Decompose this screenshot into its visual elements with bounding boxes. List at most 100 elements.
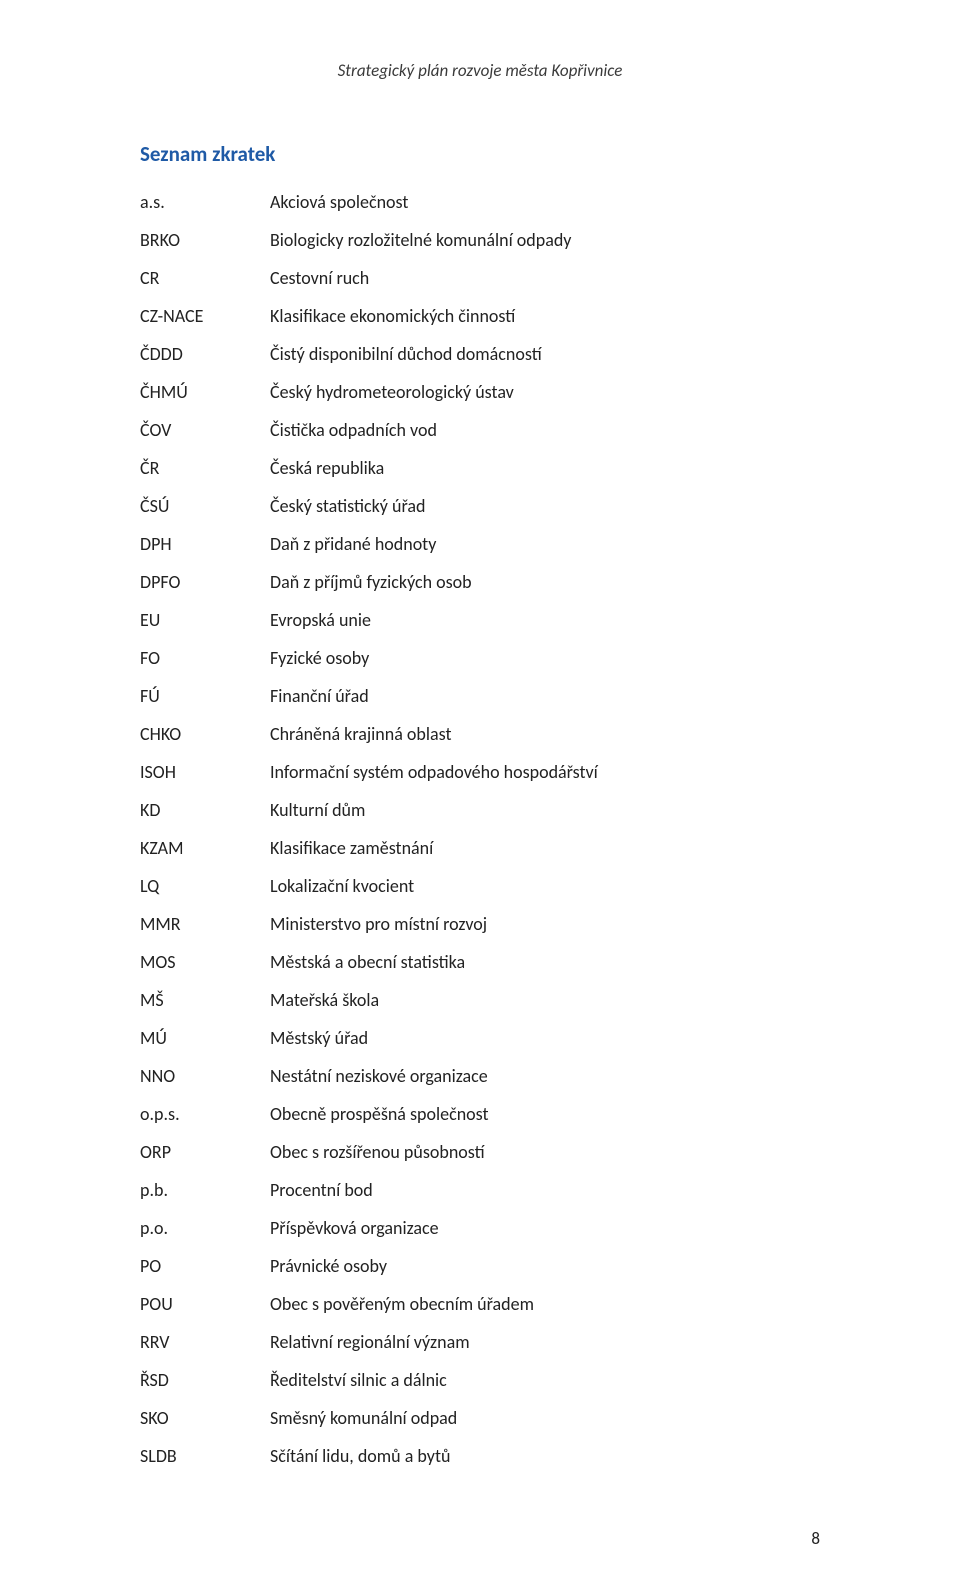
abbreviation-row: ČSÚČeský statistický úřad bbox=[140, 495, 820, 517]
abbreviation-value: Obecně prospěšná společnost bbox=[270, 1103, 820, 1125]
abbreviation-row: RRVRelativní regionální význam bbox=[140, 1331, 820, 1353]
abbreviation-key: PO bbox=[140, 1255, 270, 1277]
abbreviation-key: RRV bbox=[140, 1331, 270, 1353]
abbreviation-key: BRKO bbox=[140, 229, 270, 251]
abbreviation-row: SLDBSčítání lidu, domů a bytů bbox=[140, 1445, 820, 1467]
abbreviation-row: ČRČeská republika bbox=[140, 457, 820, 479]
abbreviation-row: ČDDDČistý disponibilní důchod domácností bbox=[140, 343, 820, 365]
abbreviation-value: Kulturní dům bbox=[270, 799, 820, 821]
abbreviation-key: KZAM bbox=[140, 837, 270, 859]
abbreviation-key: DPFO bbox=[140, 571, 270, 593]
abbreviation-value: Obec s rozšířenou působností bbox=[270, 1141, 820, 1163]
abbreviation-row: CRCestovní ruch bbox=[140, 267, 820, 289]
section-title: Seznam zkratek bbox=[140, 141, 820, 167]
abbreviation-value: Daň z příjmů fyzických osob bbox=[270, 571, 820, 593]
abbreviation-key: ČDDD bbox=[140, 343, 270, 365]
abbreviation-key: ISOH bbox=[140, 761, 270, 783]
abbreviation-value: Ministerstvo pro místní rozvoj bbox=[270, 913, 820, 935]
abbreviation-key: a.s. bbox=[140, 191, 270, 213]
abbreviation-key: ČR bbox=[140, 457, 270, 479]
abbreviations-list: a.s.Akciová společnostBRKOBiologicky roz… bbox=[140, 191, 820, 1483]
abbreviation-key: MMR bbox=[140, 913, 270, 935]
abbreviation-value: Městský úřad bbox=[270, 1027, 820, 1049]
abbreviation-value: Český hydrometeorologický ústav bbox=[270, 381, 820, 403]
abbreviation-key: MÚ bbox=[140, 1027, 270, 1049]
abbreviation-key: ČHMÚ bbox=[140, 381, 270, 403]
abbreviation-key: ČOV bbox=[140, 419, 270, 441]
abbreviation-row: SKOSměsný komunální odpad bbox=[140, 1407, 820, 1429]
abbreviation-value: Relativní regionální význam bbox=[270, 1331, 820, 1353]
abbreviation-row: LQLokalizační kvocient bbox=[140, 875, 820, 897]
abbreviation-row: o.p.s.Obecně prospěšná společnost bbox=[140, 1103, 820, 1125]
abbreviation-key: EU bbox=[140, 609, 270, 631]
abbreviation-row: BRKOBiologicky rozložitelné komunální od… bbox=[140, 229, 820, 251]
abbreviation-key: SLDB bbox=[140, 1445, 270, 1467]
abbreviation-key: FÚ bbox=[140, 685, 270, 707]
abbreviation-key: ŘSD bbox=[140, 1369, 270, 1391]
abbreviation-row: ORPObec s rozšířenou působností bbox=[140, 1141, 820, 1163]
abbreviation-key: KD bbox=[140, 799, 270, 821]
abbreviation-row: KZAMKlasifikace zaměstnání bbox=[140, 837, 820, 859]
abbreviation-value: Klasifikace zaměstnání bbox=[270, 837, 820, 859]
abbreviation-value: Čistička odpadních vod bbox=[270, 419, 820, 441]
abbreviation-value: Chráněná krajinná oblast bbox=[270, 723, 820, 745]
abbreviation-key: MOS bbox=[140, 951, 270, 973]
abbreviation-row: ČHMÚČeský hydrometeorologický ústav bbox=[140, 381, 820, 403]
abbreviation-value: Finanční úřad bbox=[270, 685, 820, 707]
abbreviation-row: ŘSDŘeditelství silnic a dálnic bbox=[140, 1369, 820, 1391]
abbreviation-value: Mateřská škola bbox=[270, 989, 820, 1011]
abbreviation-value: Cestovní ruch bbox=[270, 267, 820, 289]
abbreviation-value: Fyzické osoby bbox=[270, 647, 820, 669]
abbreviation-row: MÚMěstský úřad bbox=[140, 1027, 820, 1049]
abbreviation-key: POU bbox=[140, 1293, 270, 1315]
abbreviation-row: FÚFinanční úřad bbox=[140, 685, 820, 707]
abbreviation-value: Klasifikace ekonomických činností bbox=[270, 305, 820, 327]
abbreviation-value: Biologicky rozložitelné komunální odpady bbox=[270, 229, 820, 251]
abbreviation-row: MOSMěstská a obecní statistika bbox=[140, 951, 820, 973]
abbreviation-value: Lokalizační kvocient bbox=[270, 875, 820, 897]
abbreviation-key: NNO bbox=[140, 1065, 270, 1087]
abbreviation-value: Ředitelství silnic a dálnic bbox=[270, 1369, 820, 1391]
abbreviation-key: CZ-NACE bbox=[140, 305, 270, 327]
abbreviation-key: o.p.s. bbox=[140, 1103, 270, 1125]
abbreviation-key: FO bbox=[140, 647, 270, 669]
abbreviation-value: Akciová společnost bbox=[270, 191, 820, 213]
abbreviation-value: Český statistický úřad bbox=[270, 495, 820, 517]
abbreviation-key: ORP bbox=[140, 1141, 270, 1163]
abbreviation-row: MŠMateřská škola bbox=[140, 989, 820, 1011]
abbreviation-value: Evropská unie bbox=[270, 609, 820, 631]
abbreviation-row: DPFODaň z příjmů fyzických osob bbox=[140, 571, 820, 593]
abbreviation-row: NNONestátní neziskové organizace bbox=[140, 1065, 820, 1087]
abbreviation-value: Směsný komunální odpad bbox=[270, 1407, 820, 1429]
abbreviation-row: MMRMinisterstvo pro místní rozvoj bbox=[140, 913, 820, 935]
abbreviation-row: p.b.Procentní bod bbox=[140, 1179, 820, 1201]
abbreviation-row: ISOHInformační systém odpadového hospodá… bbox=[140, 761, 820, 783]
abbreviation-row: p.o.Příspěvková organizace bbox=[140, 1217, 820, 1239]
abbreviation-row: KDKulturní dům bbox=[140, 799, 820, 821]
abbreviation-value: Sčítání lidu, domů a bytů bbox=[270, 1445, 820, 1467]
document-header: Strategický plán rozvoje města Kopřivnic… bbox=[140, 60, 820, 81]
abbreviation-key: CR bbox=[140, 267, 270, 289]
abbreviation-row: ČOVČistička odpadních vod bbox=[140, 419, 820, 441]
abbreviation-key: DPH bbox=[140, 533, 270, 555]
abbreviation-value: Právnické osoby bbox=[270, 1255, 820, 1277]
page-number: 8 bbox=[811, 1528, 820, 1549]
abbreviation-value: Česká republika bbox=[270, 457, 820, 479]
abbreviation-key: p.o. bbox=[140, 1217, 270, 1239]
abbreviation-row: CZ-NACEKlasifikace ekonomických činností bbox=[140, 305, 820, 327]
abbreviation-row: FOFyzické osoby bbox=[140, 647, 820, 669]
abbreviation-key: ČSÚ bbox=[140, 495, 270, 517]
abbreviation-value: Daň z přidané hodnoty bbox=[270, 533, 820, 555]
abbreviation-value: Čistý disponibilní důchod domácností bbox=[270, 343, 820, 365]
abbreviation-row: DPHDaň z přidané hodnoty bbox=[140, 533, 820, 555]
abbreviation-key: SKO bbox=[140, 1407, 270, 1429]
abbreviation-row: POPrávnické osoby bbox=[140, 1255, 820, 1277]
abbreviation-key: MŠ bbox=[140, 989, 270, 1011]
abbreviation-key: CHKO bbox=[140, 723, 270, 745]
abbreviation-key: LQ bbox=[140, 875, 270, 897]
abbreviation-value: Procentní bod bbox=[270, 1179, 820, 1201]
abbreviation-row: CHKOChráněná krajinná oblast bbox=[140, 723, 820, 745]
abbreviation-value: Obec s pověřeným obecním úřadem bbox=[270, 1293, 820, 1315]
abbreviation-key: p.b. bbox=[140, 1179, 270, 1201]
abbreviation-value: Nestátní neziskové organizace bbox=[270, 1065, 820, 1087]
